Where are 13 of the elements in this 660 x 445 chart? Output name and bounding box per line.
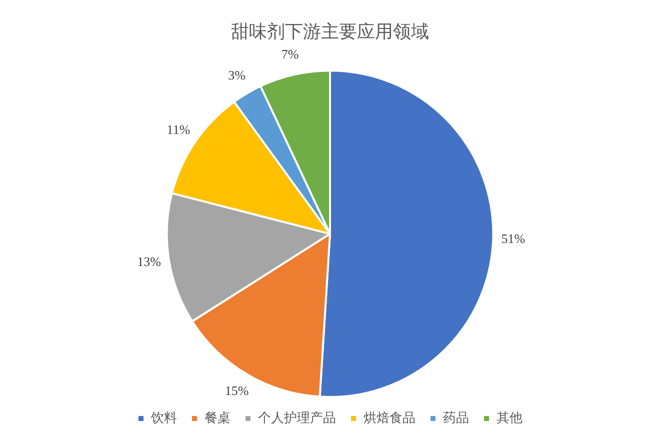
legend-label: 其他 bbox=[496, 410, 522, 425]
data-label: 15% bbox=[224, 382, 249, 398]
chart-title: 甜味剂下游主要应用领域 bbox=[231, 22, 429, 42]
data-label: 51% bbox=[501, 230, 526, 246]
data-label: 7% bbox=[281, 46, 299, 62]
legend-label: 饮料 bbox=[150, 410, 177, 425]
data-label: 3% bbox=[228, 68, 246, 83]
legend-label: 药品 bbox=[443, 410, 469, 425]
legend-label: 餐桌 bbox=[204, 410, 230, 425]
data-label: 13% bbox=[137, 254, 162, 269]
legend-label: 烘焙食品 bbox=[364, 410, 416, 425]
data-label: 11% bbox=[166, 122, 190, 138]
legend-label: 个人护理产品 bbox=[258, 410, 336, 425]
